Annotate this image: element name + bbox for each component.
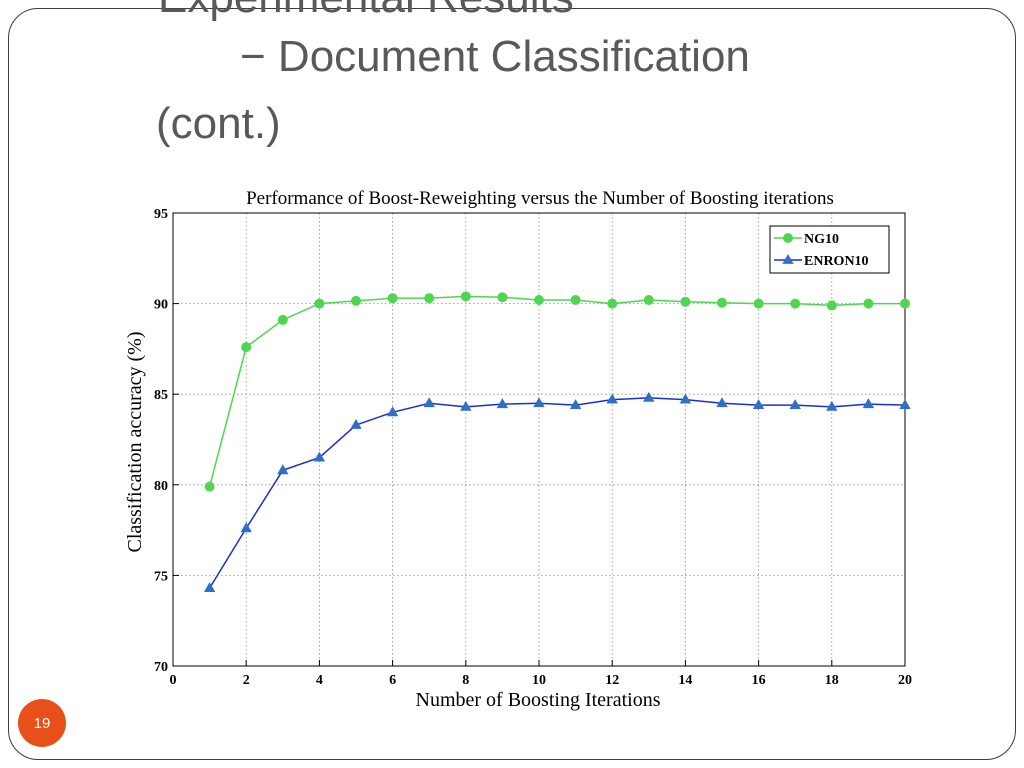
data-point-enron10 xyxy=(277,464,289,475)
data-point-enron10 xyxy=(496,398,509,409)
data-point-ng10 xyxy=(753,298,764,309)
x-tick-label: 20 xyxy=(898,673,912,688)
x-tick-label: 6 xyxy=(389,673,396,688)
data-point-enron10 xyxy=(606,393,618,404)
data-point-ng10 xyxy=(717,297,727,308)
data-point-enron10 xyxy=(826,400,838,411)
data-point-ng10 xyxy=(680,296,691,307)
data-point-enron10 xyxy=(716,397,728,408)
data-point-enron10 xyxy=(752,399,765,409)
x-tick-label: 18 xyxy=(825,673,839,688)
data-point-enron10 xyxy=(569,399,582,409)
data-point-ng10 xyxy=(863,298,874,309)
axis-ticks: 0 2 4 6 8 10 12 14 16 18 20 70 75 80 85 90 95 xyxy=(154,207,912,688)
data-point-ng10 xyxy=(570,294,581,305)
x-tick-label: 2 xyxy=(243,673,250,688)
slide-title-line-1: Experimental Results xyxy=(158,0,574,20)
data-point-enron10 xyxy=(643,391,655,402)
legend-label-enron10: ENRON10 xyxy=(804,254,869,269)
data-point-enron10 xyxy=(350,419,362,429)
data-point-ng10 xyxy=(826,300,837,311)
chart-title: Performance of Boost-Reweighting versus … xyxy=(246,188,834,209)
slide-frame xyxy=(8,8,1016,760)
legend-label-ng10: NG10 xyxy=(804,232,839,247)
data-point-ng10 xyxy=(534,294,544,305)
x-tick-label: 4 xyxy=(316,673,323,688)
data-point-enron10 xyxy=(240,522,252,533)
data-point-ng10 xyxy=(351,295,361,306)
x-tick-label: 10 xyxy=(532,673,546,688)
series-line-ng10 xyxy=(208,295,905,487)
data-point-enron10 xyxy=(423,397,435,408)
legend-marker-enron10 xyxy=(782,254,794,264)
data-point-ng10 xyxy=(497,292,508,303)
x-axis-label: Number of Boosting Iterations xyxy=(416,689,661,711)
page-number-badge: 19 xyxy=(18,699,66,747)
y-tick-label: 80 xyxy=(154,479,168,494)
x-tick-label: 12 xyxy=(605,673,619,688)
data-point-enron10 xyxy=(313,451,326,462)
y-tick-label: 95 xyxy=(154,207,168,222)
x-tick-label: 0 xyxy=(170,673,177,688)
data-point-ng10 xyxy=(607,298,618,309)
series-group xyxy=(203,291,911,592)
x-tick-label: 14 xyxy=(678,673,692,688)
data-point-enron10 xyxy=(899,399,911,409)
legend: NG10 ENRON10 xyxy=(769,225,890,274)
data-point-enron10 xyxy=(862,398,875,409)
data-point-ng10 xyxy=(643,294,654,305)
y-tick-label: 70 xyxy=(154,660,168,675)
y-tick-label: 75 xyxy=(154,569,168,584)
x-tick-label: 16 xyxy=(752,673,766,688)
y-tick-label: 90 xyxy=(154,298,168,313)
data-point-enron10 xyxy=(460,400,472,411)
grid xyxy=(173,213,905,666)
y-tick-label: 85 xyxy=(154,388,168,403)
series-line-enron10 xyxy=(208,397,906,589)
slide-title-line-2: − Document Classification xyxy=(240,32,750,81)
data-point-ng10 xyxy=(790,298,801,309)
legend-marker-ng10 xyxy=(783,233,793,243)
data-point-enron10 xyxy=(203,582,216,592)
data-point-ng10 xyxy=(241,342,252,353)
data-point-enron10 xyxy=(679,393,692,404)
data-point-ng10 xyxy=(387,293,398,304)
data-point-enron10 xyxy=(789,399,801,409)
data-point-ng10 xyxy=(277,314,288,325)
data-point-enron10 xyxy=(533,397,545,408)
data-point-ng10 xyxy=(900,298,910,309)
y-axis-label: Classification accuracy (%) xyxy=(124,331,146,552)
data-point-ng10 xyxy=(460,291,471,302)
data-point-ng10 xyxy=(204,481,215,492)
data-point-ng10 xyxy=(314,298,325,309)
x-tick-label: 8 xyxy=(462,673,469,688)
data-point-ng10 xyxy=(424,293,435,304)
slide-title-line-3: (cont.) xyxy=(156,99,281,148)
data-point-enron10 xyxy=(386,406,399,417)
